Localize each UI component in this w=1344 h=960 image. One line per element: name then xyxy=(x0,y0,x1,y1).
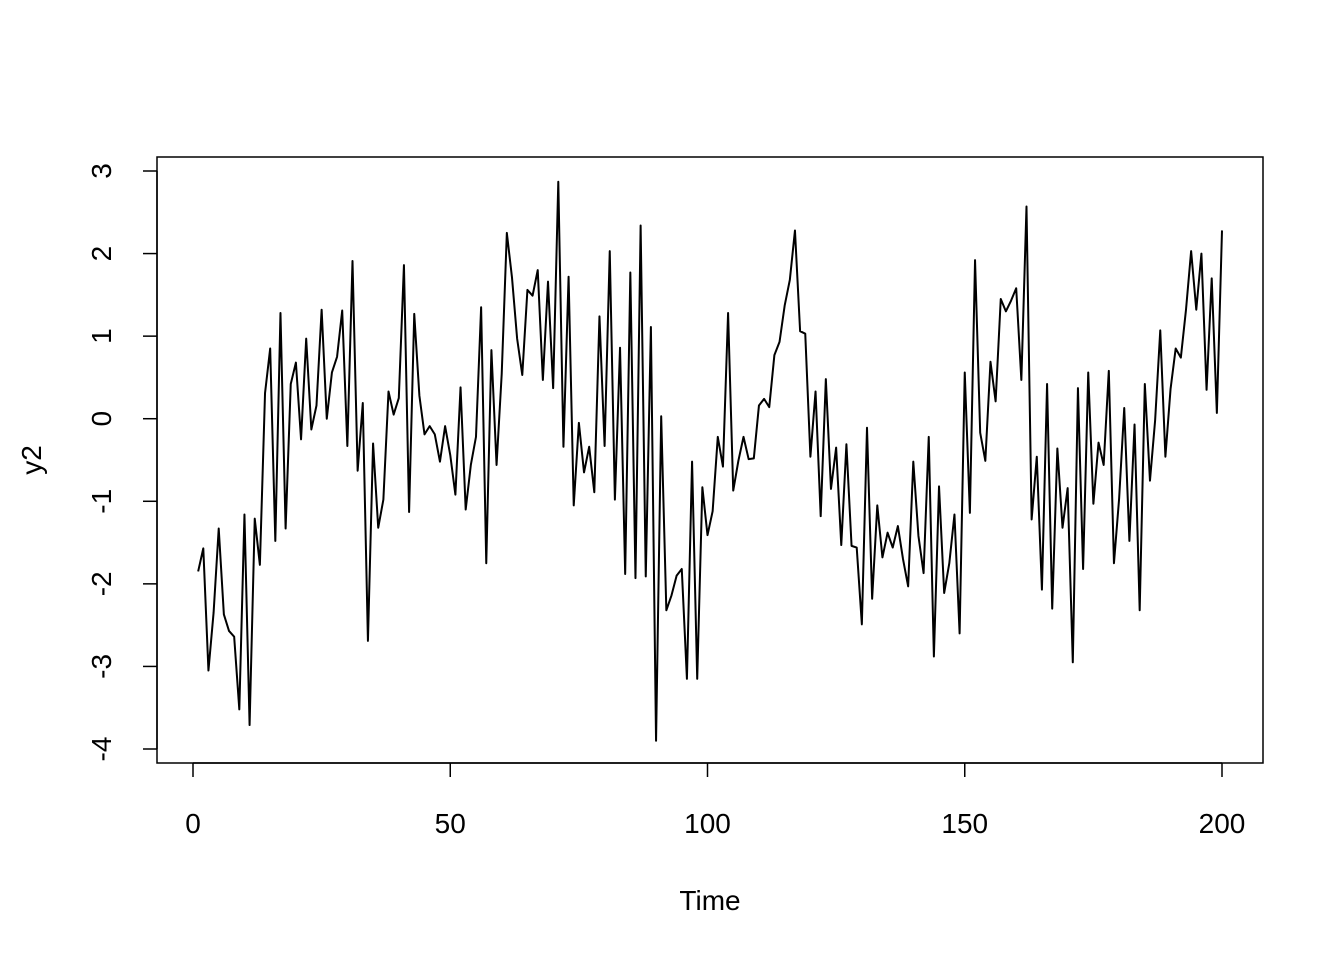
x-tick-label: 100 xyxy=(684,808,731,839)
y-tick-label: -1 xyxy=(86,489,117,514)
x-tick-label: 150 xyxy=(941,808,988,839)
y-axis: -4 -3 -2 -1 0 1 2 3 xyxy=(86,163,158,762)
x-axis-label: Time xyxy=(679,885,740,916)
x-tick-label: 50 xyxy=(435,808,466,839)
y-tick-label: -4 xyxy=(86,737,117,762)
y-tick-label: 3 xyxy=(86,163,117,179)
y-tick-label: 1 xyxy=(86,328,117,344)
y-tick-label: 0 xyxy=(86,411,117,427)
y-tick-label: -2 xyxy=(86,571,117,596)
x-tick-label: 200 xyxy=(1199,808,1246,839)
y-axis-label: y2 xyxy=(16,445,47,475)
x-tick-label: 0 xyxy=(185,808,201,839)
x-axis: 0 50 100 150 200 xyxy=(185,762,1246,839)
y-tick-label: -3 xyxy=(86,654,117,679)
y-tick-label: 2 xyxy=(86,246,117,262)
series-line xyxy=(197,180,1223,742)
